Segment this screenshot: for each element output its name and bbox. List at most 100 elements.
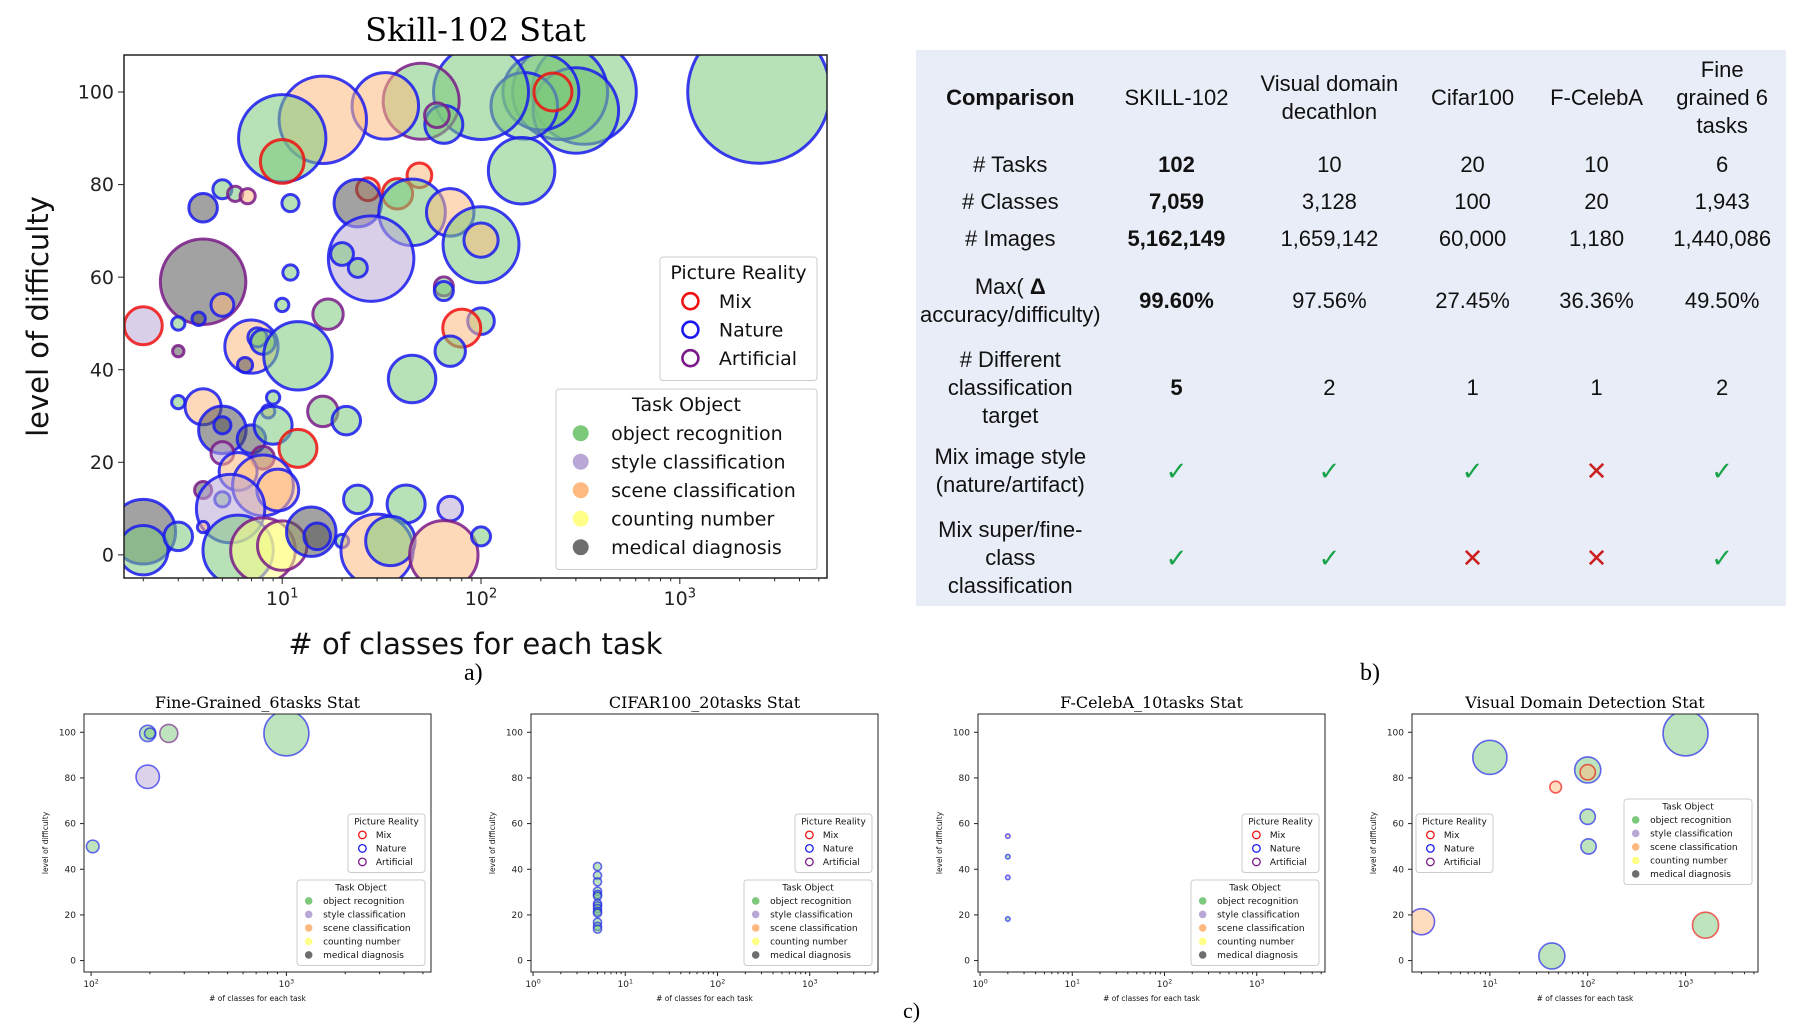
- y-tick-label: 20: [512, 911, 524, 921]
- axes-frame: [123, 54, 828, 579]
- legend-label: Nature: [1444, 845, 1475, 855]
- legend-box: [555, 388, 818, 570]
- bubble-point: [1471, 739, 1508, 776]
- table-cell: 5,162,149: [1127, 226, 1226, 252]
- y-tick-label: 100: [78, 82, 114, 104]
- x-tick-exponent: 1: [290, 586, 298, 601]
- legend-label: Nature: [1270, 845, 1301, 855]
- y-tick-label: 100: [506, 728, 523, 738]
- x-axis-label: # of classes for each task: [656, 994, 753, 1003]
- check-icon: ✓: [1165, 543, 1188, 574]
- legend-label: scene classification: [1217, 924, 1305, 934]
- legend-picture-reality: Picture Reality Mix Nature Artificial: [1241, 813, 1320, 873]
- axes-frame: [977, 713, 1326, 973]
- bubble-point: [280, 193, 301, 214]
- x-tick-label: 101: [1482, 978, 1497, 990]
- y-tick-label: 40: [512, 865, 524, 875]
- bubble-point: [346, 256, 369, 279]
- y-tick-label: 60: [90, 267, 114, 289]
- y-axis-label: level of difficulty: [21, 196, 55, 437]
- y-tick-label: 60: [959, 820, 971, 830]
- row-label-prefix: Max(: [974, 274, 1030, 300]
- table-row: # Tasks 102 10 20 10 6: [916, 146, 1786, 183]
- legend-title: Picture Reality: [354, 817, 419, 827]
- legend-marker-scene-classification: [304, 924, 313, 932]
- x-tick-base: 10: [802, 980, 814, 990]
- x-tick-base: 10: [1157, 980, 1169, 990]
- table-header-fine6: Fine grained 6 tasks: [1676, 57, 1769, 138]
- x-tick-exponent: 3: [1260, 978, 1264, 985]
- legend-marker-artificial: [681, 348, 700, 368]
- legend-box: [347, 813, 426, 873]
- legend-label: Nature: [719, 320, 783, 342]
- legend-title: Task Object: [1661, 802, 1714, 812]
- x-tick-label: 102: [465, 586, 498, 610]
- table-row: # Classes 7,059 3,128 100 20 1,943: [916, 183, 1786, 220]
- bubble-point: [209, 292, 236, 318]
- bubble-point: [329, 241, 355, 267]
- legend-label: Mix: [376, 831, 392, 841]
- x-tick-label: 100: [972, 978, 987, 990]
- legend-label: object recognition: [611, 423, 783, 445]
- legend-task-object: Task Object object recognition style class…: [296, 879, 426, 966]
- legend-label: Artificial: [823, 858, 860, 868]
- x-tick-label: 103: [1678, 978, 1693, 990]
- x-tick-base: 10: [525, 980, 537, 990]
- bubble-point: [408, 519, 480, 578]
- bubble-point: [433, 334, 467, 368]
- legend-marker-style-classification: [572, 453, 589, 470]
- bubbles: [592, 861, 603, 934]
- bubbles: [1412, 714, 1720, 970]
- y-tick-label: 80: [1393, 774, 1405, 784]
- legend-label: counting number: [1217, 938, 1295, 948]
- x-tick-base: 10: [1678, 980, 1690, 990]
- bubble-point: [532, 71, 574, 113]
- legend-label: scene classification: [611, 480, 796, 502]
- cross-icon: ✕: [1461, 543, 1484, 574]
- check-icon: ✓: [1461, 456, 1484, 487]
- x-tick-label: 102: [1580, 978, 1595, 990]
- x-tick-base: 10: [1249, 980, 1261, 990]
- legend-marker-artificial: [1425, 857, 1435, 867]
- legend-marker-medical-diagnosis: [572, 539, 589, 556]
- legend-marker-mix: [804, 830, 814, 840]
- legend-box: [794, 813, 873, 873]
- table-cell: 1,180: [1569, 226, 1625, 252]
- legend-label: object recognition: [1217, 897, 1298, 907]
- legend-marker-mix: [1425, 830, 1435, 840]
- bubble-point: [195, 519, 211, 535]
- comparison-table: Comparison SKILL-102 Visual domain decat…: [916, 50, 1786, 606]
- y-tick-label: 0: [70, 957, 76, 967]
- x-tick-exponent: 1: [629, 978, 633, 985]
- table-cell: 1,440,086: [1673, 226, 1772, 252]
- bubble-point: [423, 101, 451, 130]
- legend-label: Artificial: [376, 858, 413, 868]
- bubble-point: [281, 263, 300, 282]
- legend-label: Artificial: [719, 348, 797, 370]
- legend-label: style classification: [1217, 911, 1300, 921]
- legend-marker-scene-classification: [1198, 924, 1207, 932]
- bubble-point: [311, 297, 345, 331]
- bubble-point: [264, 389, 282, 406]
- y-tick-label: 100: [59, 728, 76, 738]
- legend-box: [1241, 813, 1320, 873]
- legend-marker-object-recognition: [751, 897, 760, 905]
- legend-marker-mix: [1251, 830, 1261, 840]
- y-tick-label: 80: [959, 774, 971, 784]
- table-header-cifar100: Cifar100: [1430, 85, 1515, 110]
- legend-label: style classification: [770, 911, 853, 921]
- x-tick-exponent: 2: [1168, 978, 1172, 985]
- legend-box: [743, 879, 873, 966]
- legend-picture-reality: Picture Reality Mix Nature Artificial: [659, 256, 818, 381]
- legend-label: counting number: [611, 509, 774, 531]
- legend-task-object: Task Object object recognition style class…: [1623, 798, 1753, 885]
- legend-label: counting number: [1650, 857, 1728, 867]
- legend-title: Task Object: [1228, 883, 1281, 893]
- y-tick-label: 60: [1393, 820, 1405, 830]
- legend-title: Task Object: [334, 883, 387, 893]
- legend-label: medical diagnosis: [1650, 870, 1731, 880]
- legend-picture-reality: Picture Reality Mix Nature Artificial: [1415, 813, 1494, 873]
